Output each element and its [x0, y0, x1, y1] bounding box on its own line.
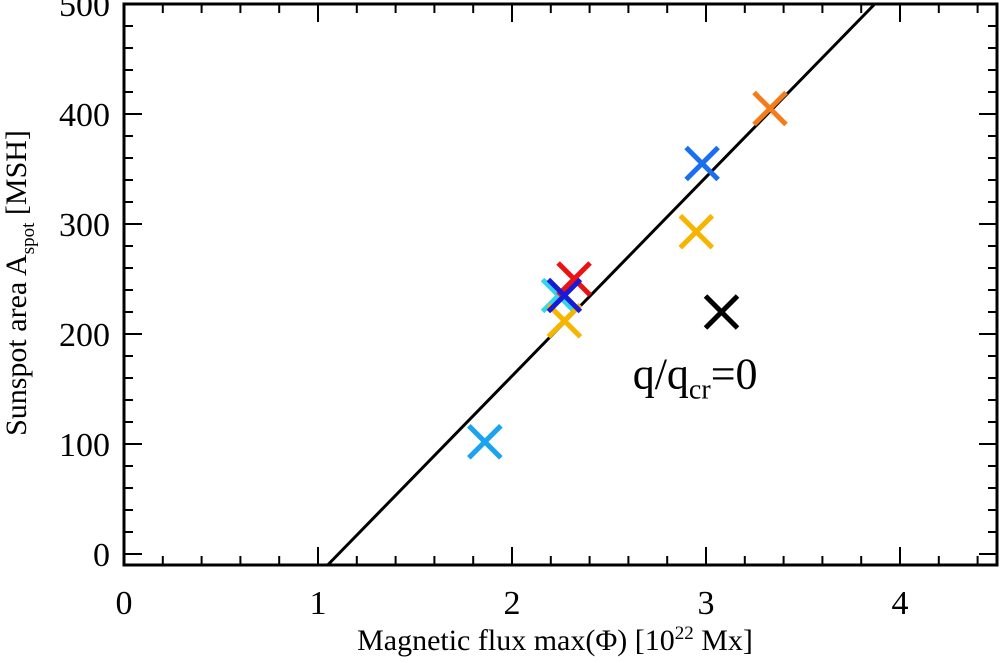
data-point	[703, 294, 740, 330]
y-tick-label: 200	[59, 317, 110, 354]
y-tick-label: 500	[59, 0, 110, 24]
data-point	[678, 213, 715, 250]
y-axis-title: Sunspot area Aspot [MSH]	[0, 130, 39, 436]
data-point-stroke	[678, 213, 715, 250]
fit-line	[326, 2, 876, 567]
data-point-stroke	[703, 294, 740, 330]
data-point	[546, 303, 583, 339]
data-point	[467, 424, 503, 460]
data-point-stroke	[556, 261, 592, 297]
data-point	[546, 277, 583, 314]
data-points	[467, 90, 788, 460]
axis-ticks	[123, 3, 997, 565]
x-tick-label: 2	[504, 585, 521, 622]
tick-labels: 0 1 2 3 4 0 100 200 300 400 500	[59, 0, 909, 622]
data-point	[684, 145, 720, 182]
x-tick-label: 0	[116, 585, 133, 622]
data-point-stroke	[684, 145, 720, 182]
y-tick-label: 400	[59, 97, 110, 134]
data-point-stroke	[752, 90, 788, 127]
plot-frame	[122, 2, 999, 567]
annotation-label: q/qcr=0	[633, 350, 758, 406]
y-tick-label: 0	[93, 537, 110, 574]
y-tick-label: 100	[59, 427, 110, 464]
data-point-stroke	[546, 277, 583, 314]
x-tick-label: 4	[892, 585, 909, 622]
x-tick-label: 1	[310, 585, 327, 622]
y-tick-label: 300	[59, 207, 110, 244]
x-tick-label: 3	[698, 585, 715, 622]
x-axis-title: Magnetic flux max(Φ) [1022 Mx]	[357, 623, 753, 657]
data-point-stroke	[546, 303, 583, 339]
fit-line-group	[326, 2, 876, 567]
data-point	[556, 261, 592, 297]
data-point	[752, 90, 788, 127]
data-point-stroke	[467, 424, 503, 460]
